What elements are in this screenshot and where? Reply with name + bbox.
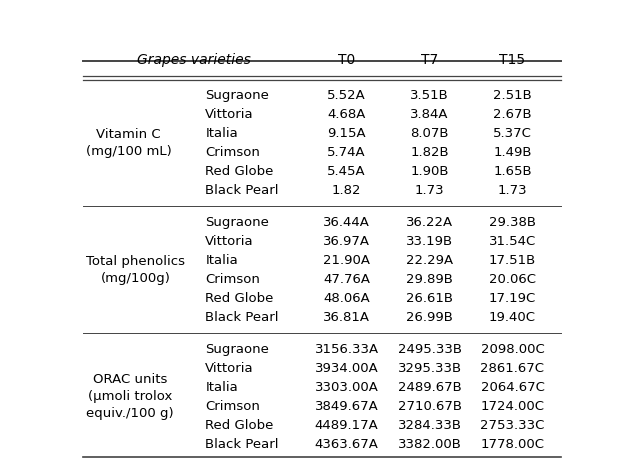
Text: 29.89B: 29.89B	[406, 273, 453, 286]
Text: Sugraone: Sugraone	[205, 89, 269, 102]
Text: T7: T7	[421, 53, 438, 67]
Text: Vitamin C
(mg/100 mL): Vitamin C (mg/100 mL)	[86, 128, 172, 158]
Text: 36.22A: 36.22A	[406, 216, 453, 229]
Text: 2064.67C: 2064.67C	[481, 381, 545, 394]
Text: 17.19C: 17.19C	[489, 292, 536, 305]
Text: 3.84A: 3.84A	[410, 108, 449, 121]
Text: Red Globe: Red Globe	[205, 419, 274, 432]
Text: Sugraone: Sugraone	[205, 343, 269, 356]
Text: 2.51B: 2.51B	[493, 89, 532, 102]
Text: Vittoria: Vittoria	[205, 235, 254, 248]
Text: 1.73: 1.73	[415, 184, 445, 197]
Text: Italia: Italia	[205, 254, 238, 267]
Text: 1778.00C: 1778.00C	[481, 438, 545, 451]
Text: 47.76A: 47.76A	[323, 273, 370, 286]
Text: 36.97A: 36.97A	[323, 235, 370, 248]
Text: 4.68A: 4.68A	[328, 108, 366, 121]
Text: ORAC units
(μmoli trolox
equiv./100 g): ORAC units (μmoli trolox equiv./100 g)	[86, 373, 174, 420]
Text: 3.51B: 3.51B	[410, 89, 449, 102]
Text: Red Globe: Red Globe	[205, 165, 274, 178]
Text: 21.90A: 21.90A	[323, 254, 370, 267]
Text: Black Pearl: Black Pearl	[205, 438, 279, 451]
Text: 20.06C: 20.06C	[489, 273, 536, 286]
Text: T0: T0	[338, 53, 355, 67]
Text: Italia: Italia	[205, 127, 238, 140]
Text: 36.81A: 36.81A	[323, 311, 370, 324]
Text: 9.15A: 9.15A	[328, 127, 366, 140]
Text: 1.82B: 1.82B	[410, 146, 449, 159]
Text: Grapes varieties: Grapes varieties	[138, 53, 252, 67]
Text: 3849.67A: 3849.67A	[315, 400, 379, 413]
Text: 1.90B: 1.90B	[410, 165, 449, 178]
Text: 36.44A: 36.44A	[323, 216, 370, 229]
Text: 1.82: 1.82	[332, 184, 362, 197]
Text: 17.51B: 17.51B	[489, 254, 536, 267]
Text: 1.65B: 1.65B	[493, 165, 532, 178]
Text: Crimson: Crimson	[205, 400, 260, 413]
Text: 3295.33B: 3295.33B	[398, 362, 462, 375]
Text: 2861.67C: 2861.67C	[481, 362, 545, 375]
Text: 29.38B: 29.38B	[489, 216, 536, 229]
Text: 31.54C: 31.54C	[489, 235, 536, 248]
Text: Black Pearl: Black Pearl	[205, 311, 279, 324]
Text: 1.73: 1.73	[498, 184, 527, 197]
Text: 5.37C: 5.37C	[493, 127, 532, 140]
Text: 48.06A: 48.06A	[323, 292, 370, 305]
Text: Crimson: Crimson	[205, 146, 260, 159]
Text: 4363.67A: 4363.67A	[314, 438, 379, 451]
Text: Sugraone: Sugraone	[205, 216, 269, 229]
Text: 33.19B: 33.19B	[406, 235, 453, 248]
Text: Red Globe: Red Globe	[205, 292, 274, 305]
Text: 2.67B: 2.67B	[493, 108, 532, 121]
Text: 3934.00A: 3934.00A	[315, 362, 379, 375]
Text: 2753.33C: 2753.33C	[481, 419, 545, 432]
Text: 1.49B: 1.49B	[493, 146, 532, 159]
Text: 2710.67B: 2710.67B	[398, 400, 462, 413]
Text: Vittoria: Vittoria	[205, 362, 254, 375]
Text: Total phenolics
(mg/100g): Total phenolics (mg/100g)	[86, 255, 185, 285]
Text: 19.40C: 19.40C	[489, 311, 536, 324]
Text: 2098.00C: 2098.00C	[481, 343, 544, 356]
Text: 3303.00A: 3303.00A	[314, 381, 379, 394]
Text: 8.07B: 8.07B	[410, 127, 449, 140]
Text: 26.99B: 26.99B	[406, 311, 453, 324]
Text: 1724.00C: 1724.00C	[481, 400, 545, 413]
Text: 5.52A: 5.52A	[327, 89, 366, 102]
Text: 3156.33A: 3156.33A	[314, 343, 379, 356]
Text: 2489.67B: 2489.67B	[398, 381, 462, 394]
Text: Black Pearl: Black Pearl	[205, 184, 279, 197]
Text: 26.61B: 26.61B	[406, 292, 453, 305]
Text: T15: T15	[499, 53, 526, 67]
Text: 3284.33B: 3284.33B	[398, 419, 462, 432]
Text: 5.74A: 5.74A	[328, 146, 366, 159]
Text: Vittoria: Vittoria	[205, 108, 254, 121]
Text: 2495.33B: 2495.33B	[398, 343, 462, 356]
Text: 4489.17A: 4489.17A	[315, 419, 379, 432]
Text: 5.45A: 5.45A	[328, 165, 366, 178]
Text: 3382.00B: 3382.00B	[398, 438, 462, 451]
Text: Italia: Italia	[205, 381, 238, 394]
Text: Crimson: Crimson	[205, 273, 260, 286]
Text: 22.29A: 22.29A	[406, 254, 453, 267]
